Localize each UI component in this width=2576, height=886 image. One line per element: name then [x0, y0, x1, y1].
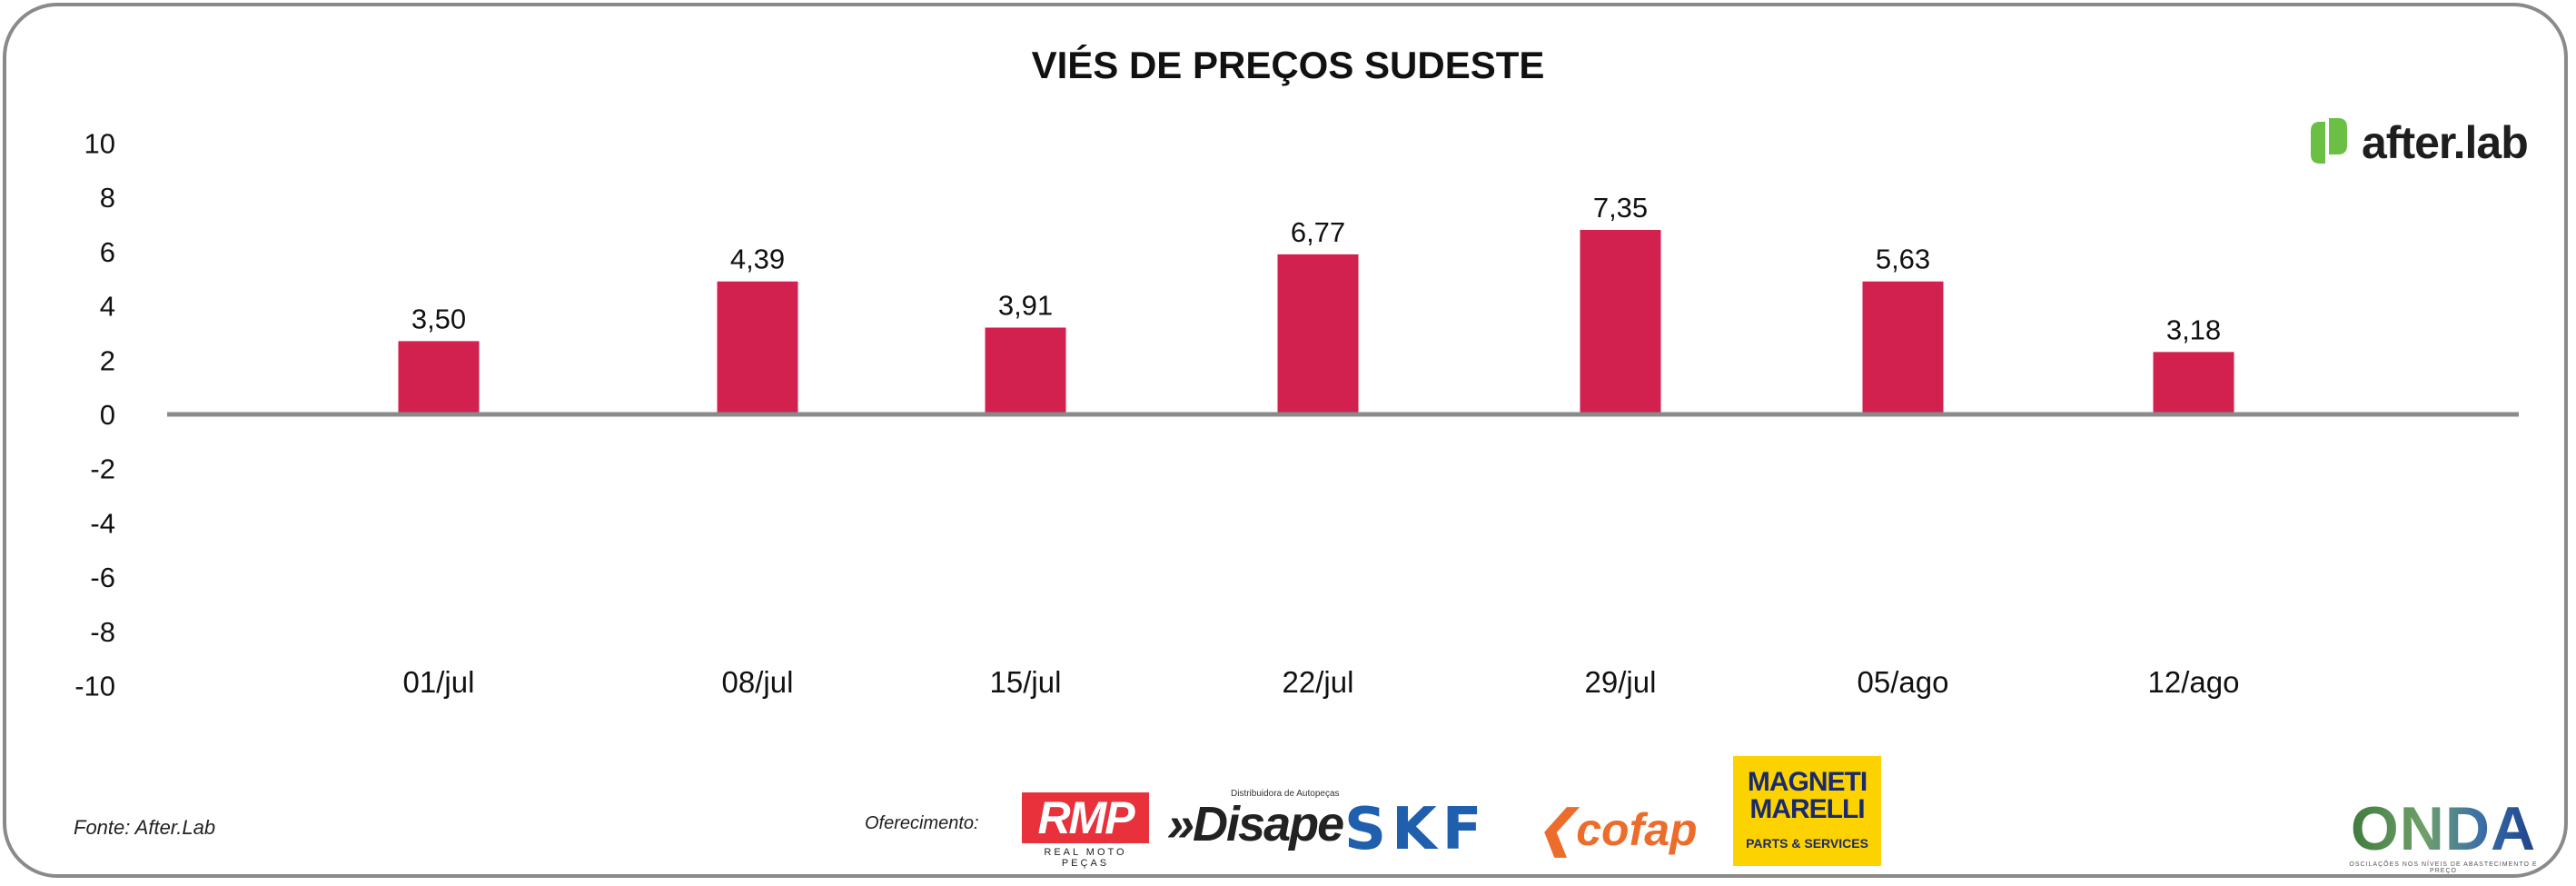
- bar: [985, 327, 1066, 414]
- bar: [398, 341, 480, 414]
- x-tick-label: 22/jul: [1283, 665, 1354, 699]
- x-tick-label: 29/jul: [1585, 665, 1657, 699]
- chart-title: VIÉS DE PREÇOS SUDESTE: [1031, 44, 1545, 86]
- afterlab-logo: after.lab: [2307, 116, 2529, 169]
- data-label: 3,91: [998, 289, 1053, 321]
- rmp-logo: RMP REAL MOTO PEÇAS: [1022, 792, 1149, 869]
- x-tick-label: 05/ago: [1858, 665, 1949, 699]
- y-tick-label: -10: [74, 671, 115, 702]
- afterlab-leaf-icon: [2311, 118, 2347, 164]
- source-note: Fonte: After.Lab: [74, 816, 216, 839]
- y-tick-label: -6: [90, 562, 115, 593]
- data-label: 4,39: [730, 244, 785, 275]
- x-tick-label: 12/ago: [2148, 665, 2240, 699]
- x-tick-label: 01/jul: [403, 665, 475, 699]
- data-label: 5,63: [1876, 244, 1930, 275]
- y-tick-label: 10: [84, 128, 115, 160]
- data-label: 7,35: [1593, 192, 1648, 224]
- x-tick-label: 15/jul: [990, 665, 1062, 699]
- y-tick-label: 4: [100, 291, 115, 323]
- disape-mark: »Disape: [1167, 797, 1344, 851]
- rmp-sub: REAL MOTO PEÇAS: [1044, 847, 1127, 869]
- onda-mark: ONDA: [2348, 798, 2539, 860]
- rmp-mark: RMP: [1022, 792, 1149, 843]
- bar: [1580, 230, 1661, 414]
- afterlab-name: after.lab: [2362, 117, 2529, 168]
- disape-logo: Distribuidora de Autopeças »Disape: [1167, 789, 1344, 851]
- bar: [1277, 254, 1359, 414]
- y-tick-label: 2: [100, 344, 115, 376]
- cofap-chevron-icon: ❮: [1535, 801, 1577, 856]
- cofap-mark: cofap: [1576, 804, 1698, 855]
- cofap-logo: ❮cofap: [1535, 800, 1698, 857]
- y-tick-label: 6: [100, 236, 115, 268]
- bar: [1862, 281, 1944, 414]
- y-tick-label: 0: [100, 399, 115, 431]
- data-label: 6,77: [1291, 216, 1345, 248]
- y-tick-label: 8: [100, 182, 115, 214]
- x-tick-label: 08/jul: [722, 665, 794, 699]
- bar: [717, 281, 798, 414]
- bar: [2153, 352, 2234, 414]
- y-tick-label: -2: [90, 453, 115, 485]
- data-label: 3,18: [2166, 314, 2221, 345]
- sponsors-label: Oferecimento:: [865, 813, 979, 833]
- onda-logo: ONDA OSCILAÇÕES NOS NÍVEIS DE ABASTECIME…: [2348, 798, 2539, 874]
- y-tick-label: -4: [90, 507, 115, 539]
- magneti-mark: MAGNETI MARELLI: [1747, 767, 1868, 824]
- magneti-marelli-logo: MAGNETI MARELLI PARTS & SERVICES: [1733, 756, 1881, 866]
- y-tick-label: -8: [90, 616, 115, 648]
- magneti-sub: PARTS & SERVICES: [1746, 836, 1868, 851]
- disape-sub: Distribuidora de Autopeças: [1231, 789, 1340, 799]
- skf-logo: SKF: [1344, 796, 1488, 863]
- onda-sub: OSCILAÇÕES NOS NÍVEIS DE ABASTECIMENTO E…: [2349, 861, 2538, 874]
- chart-frame: [3, 3, 2568, 878]
- data-label: 3,50: [411, 303, 466, 334]
